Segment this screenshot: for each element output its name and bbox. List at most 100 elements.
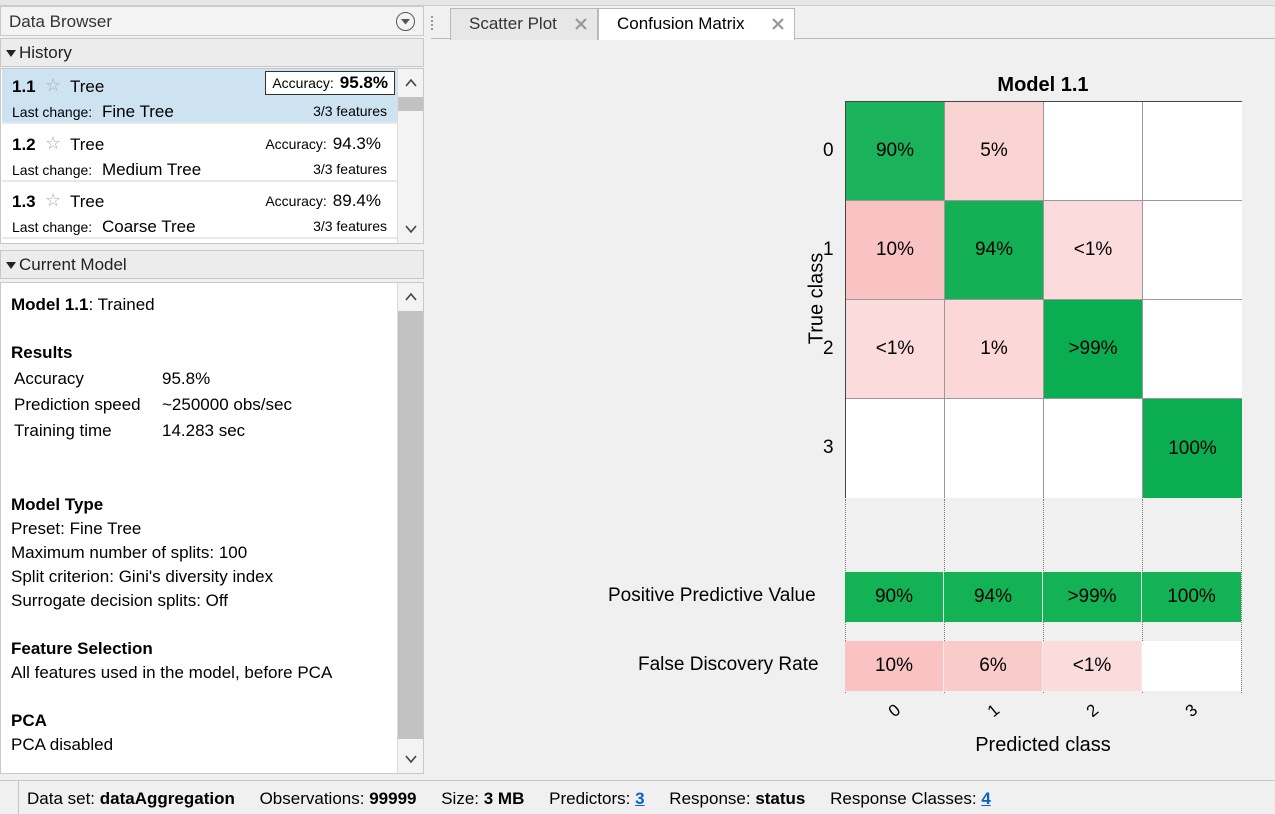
x-tick-label: 0 <box>884 700 904 721</box>
history-label: History <box>19 43 72 62</box>
y-tick-label: 2 <box>823 337 834 359</box>
matrix-cell <box>945 399 1044 498</box>
status-bar: Data set: dataAggregation Observations: … <box>0 780 1275 814</box>
model-number: 1.1 <box>12 77 36 96</box>
close-icon[interactable] <box>770 16 786 32</box>
model-type-line: Maximum number of splits: 100 <box>11 543 248 562</box>
ppv-cell: 100% <box>1142 572 1241 622</box>
status-label: Response Classes: <box>830 789 977 808</box>
history-item-1-2[interactable]: 1.2 ☆ Tree Accuracy: 94.3% Last change: M… <box>2 127 397 182</box>
matrix-cell: <1% <box>846 300 945 399</box>
result-label: Accuracy <box>14 369 84 388</box>
predictors-link[interactable]: 3 <box>635 789 645 808</box>
dotted-separator <box>1241 499 1242 693</box>
scrollbar-thumb[interactable] <box>398 311 423 739</box>
status-value: 3 MB <box>483 789 525 808</box>
history-section-header[interactable]: History <box>0 38 424 67</box>
fdr-cell: <1% <box>1043 641 1142 691</box>
star-icon[interactable]: ☆ <box>45 190 62 210</box>
features-count: 3/3 features <box>313 161 387 177</box>
history-scrollbar[interactable] <box>397 69 423 243</box>
model-type: Tree <box>70 192 105 211</box>
scrollbar-thumb[interactable] <box>398 97 423 111</box>
collapse-triangle-icon <box>6 262 16 269</box>
features-count: 3/3 features <box>313 218 387 234</box>
star-icon[interactable]: ☆ <box>45 133 62 153</box>
last-change-label: Last change: <box>12 104 93 120</box>
scroll-up-icon[interactable] <box>405 77 417 89</box>
result-value: 95.8% <box>162 369 211 388</box>
feature-selection-heading: Feature Selection <box>11 639 153 658</box>
tab-scatter-plot[interactable]: Scatter Plot <box>450 8 598 40</box>
data-browser-panel: Data Browser History 1.1 ☆ Tree Accuracy… <box>0 6 426 776</box>
matrix-cell <box>1044 399 1143 498</box>
status-label: Size: <box>441 789 480 808</box>
model-type-heading: Model Type <box>11 495 104 514</box>
accuracy-value: 95.8% <box>339 73 388 92</box>
result-label: Prediction speed <box>14 395 141 414</box>
matrix-cell <box>1143 201 1242 300</box>
status-response: Response: status <box>669 781 805 814</box>
status-value: 99999 <box>369 789 417 808</box>
y-tick-label: 0 <box>823 139 834 161</box>
current-model-panel: Model 1.1: Trained Results Accuracy 95.8… <box>0 282 424 774</box>
model-type-line: Preset: Fine Tree <box>11 519 142 538</box>
status-value: status <box>755 789 806 808</box>
accuracy-label: Accuracy: <box>272 75 334 91</box>
accuracy-badge: Accuracy: 95.8% <box>265 71 395 95</box>
accuracy-value: 94.3% <box>332 134 381 153</box>
current-model-label: Current Model <box>19 255 127 274</box>
result-value: ~250000 obs/sec <box>162 395 292 414</box>
chevron-down-icon[interactable] <box>396 12 415 31</box>
accuracy-value: 89.4% <box>332 191 381 210</box>
matrix-cell: 5% <box>945 102 1044 201</box>
matrix-cell <box>1044 102 1143 201</box>
scroll-up-icon[interactable] <box>405 291 417 303</box>
current-model-scrollbar[interactable] <box>397 283 423 773</box>
result-value: 14.283 sec <box>162 421 246 440</box>
status-label: Predictors: <box>549 789 631 808</box>
matrix-cell <box>1143 102 1242 201</box>
y-axis-label: True class <box>805 252 828 345</box>
fdr-cell: 6% <box>944 641 1043 691</box>
top-strip <box>0 0 1275 6</box>
status-label: Observations: <box>259 789 365 808</box>
y-tick-label: 3 <box>823 436 834 458</box>
status-observations: Observations: 99999 <box>260 781 417 814</box>
status-response-classes: Response Classes: 4 <box>830 781 991 814</box>
tab-confusion-matrix[interactable]: Confusion Matrix <box>598 8 795 41</box>
close-icon[interactable] <box>573 16 589 32</box>
status-dataset: Data set: dataAggregation <box>27 781 235 814</box>
response-classes-link[interactable]: 4 <box>981 789 991 808</box>
matrix-cell: 10% <box>846 201 945 300</box>
data-browser-title-text: Data Browser <box>9 12 112 31</box>
model-name: Model 1.1 <box>11 295 89 314</box>
matrix-cell: >99% <box>1044 300 1143 399</box>
y-tick-label: 1 <box>823 238 834 260</box>
confusion-matrix-plot: Model 1.1 90% 5% 10% 94% <1% <1% 1% >99% 100% 0 1 2 3… <box>432 40 1275 778</box>
tab-label: Confusion Matrix <box>617 14 745 33</box>
last-change-value: Coarse Tree <box>102 217 196 236</box>
collapse-triangle-icon <box>6 50 16 57</box>
history-item-1-3[interactable]: 1.3 ☆ Tree Accuracy: 89.4% Last change: C… <box>2 184 397 239</box>
accuracy-badge: Accuracy: 94.3% <box>259 133 387 157</box>
model-type-line: Split criterion: Gini's diversity index <box>11 567 274 586</box>
history-item-1-1[interactable]: 1.1 ☆ Tree Accuracy: 95.8% Last change: F… <box>2 69 397 124</box>
chart-title: Model 1.1 <box>997 74 1089 96</box>
model-type: Tree <box>70 77 105 96</box>
plot-tab-bar: Scatter Plot Confusion Matrix <box>431 6 1275 41</box>
status-size: Size: 3 MB <box>441 781 524 814</box>
fdr-cell <box>1142 641 1241 691</box>
scroll-down-icon[interactable] <box>405 753 417 765</box>
matrix-cell <box>846 399 945 498</box>
drag-grip-icon[interactable] <box>431 16 437 30</box>
star-icon[interactable]: ☆ <box>45 75 62 95</box>
scroll-down-icon[interactable] <box>405 223 417 235</box>
matrix-cell: 94% <box>945 201 1044 300</box>
model-type: Tree <box>70 135 105 154</box>
features-count: 3/3 features <box>313 103 387 119</box>
result-label: Training time <box>14 421 112 440</box>
current-model-section-header[interactable]: Current Model <box>0 250 424 279</box>
tab-label: Scatter Plot <box>469 14 557 33</box>
results-heading: Results <box>11 343 73 362</box>
